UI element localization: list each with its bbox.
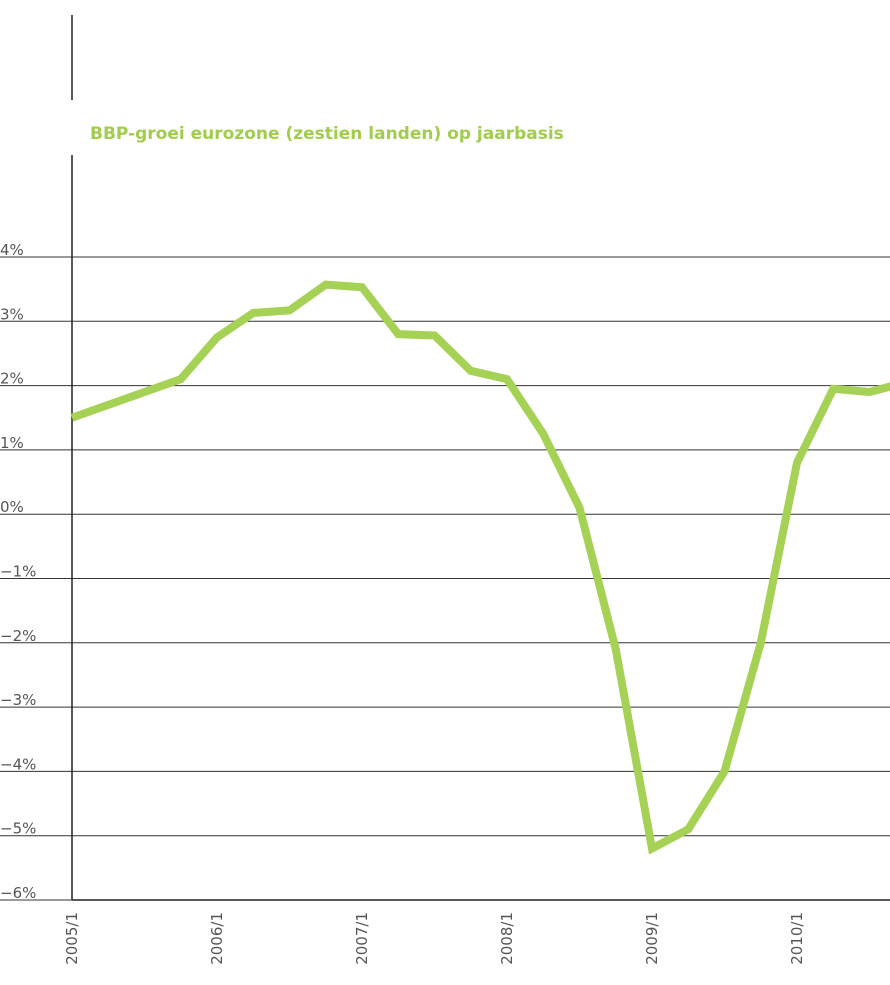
chart-title: BBP-groei eurozone (zestien landen) op j… [90,124,564,144]
x-tick-label: 2006/1 [208,912,226,965]
x-tick-label: 2008/1 [498,912,516,965]
y-tick-label: 1% [0,434,24,452]
y-tick-label: −2% [0,627,36,645]
y-tick-label: 4% [0,241,24,259]
plot-area [70,280,890,855]
y-tick-label: 3% [0,305,24,323]
x-tick-label: 2007/1 [353,912,371,965]
y-tick-label: −3% [0,691,36,709]
data-line [70,280,890,855]
x-tick-label: 2005/1 [63,912,81,965]
y-tick-label: −6% [0,884,36,902]
y-tick-label: 2% [0,370,24,388]
y-tick-label: −4% [0,755,36,773]
x-tick-label: 2009/1 [643,912,661,965]
y-tick-label: −1% [0,563,36,581]
x-tick-label: 2010/1 [788,912,806,965]
y-tick-label: 0% [0,498,24,516]
y-tick-label: −5% [0,820,36,838]
